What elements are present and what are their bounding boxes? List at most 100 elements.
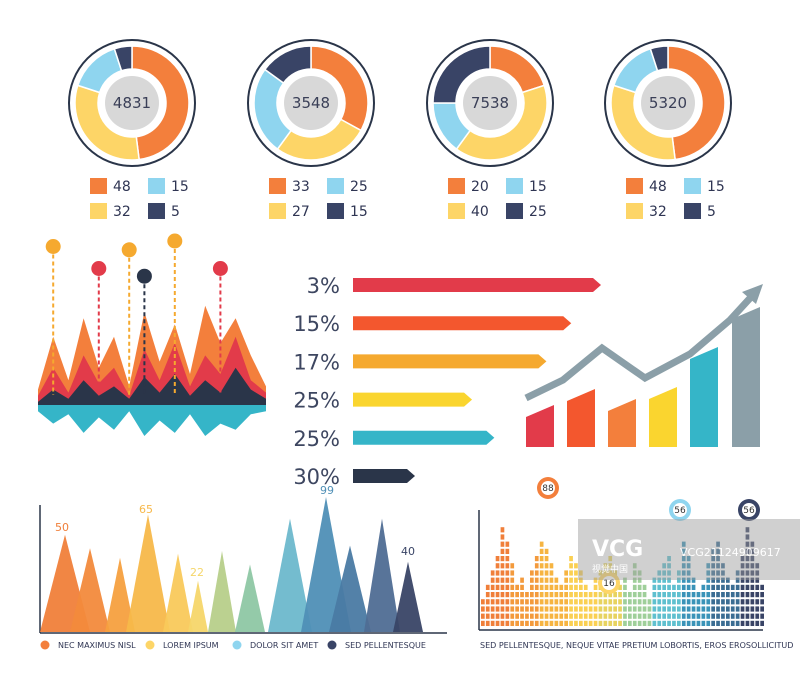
column-segment xyxy=(652,592,657,598)
column-segment xyxy=(564,577,568,583)
arrow-bar xyxy=(353,430,495,445)
legend-value: 15 xyxy=(707,179,725,195)
column-segment xyxy=(686,563,691,569)
column-segment xyxy=(637,584,642,590)
triangle-peak xyxy=(393,561,423,632)
column-segment xyxy=(485,599,490,605)
column-segment xyxy=(740,613,745,619)
column-segment xyxy=(539,592,544,598)
column-segment xyxy=(716,620,720,626)
column-segment xyxy=(613,599,617,605)
column-segment xyxy=(559,599,564,605)
arrow-bar xyxy=(353,392,473,407)
column-segment xyxy=(672,606,676,612)
peak-marker-dot xyxy=(136,268,152,284)
arrow-bar-label: 15% xyxy=(293,312,340,336)
column-segment xyxy=(711,592,715,598)
column-segment xyxy=(598,620,603,626)
column-segment xyxy=(760,613,764,619)
column-segment xyxy=(696,620,701,626)
column-segment xyxy=(711,613,715,619)
column-segment xyxy=(686,584,691,590)
column-segment xyxy=(539,606,544,612)
badge-value: 88 xyxy=(542,484,554,494)
column-segment xyxy=(745,563,750,569)
column-segment xyxy=(544,563,549,569)
donut-center-value: 5320 xyxy=(649,94,687,112)
column-segment xyxy=(495,577,500,583)
column-segment xyxy=(520,577,524,583)
column-segment xyxy=(505,584,510,590)
column-segment xyxy=(544,577,549,583)
column-segment xyxy=(701,606,706,612)
column-segment xyxy=(510,584,515,590)
peak-marker-dot xyxy=(45,239,61,254)
donut-center-disc xyxy=(641,76,695,130)
column-segment xyxy=(721,606,725,612)
column-segment xyxy=(642,606,647,612)
column-segment xyxy=(667,577,671,583)
column-segment xyxy=(696,613,701,619)
column-segment xyxy=(534,556,539,562)
column-segment xyxy=(618,613,622,619)
column-segment xyxy=(569,563,573,569)
column-segment xyxy=(539,563,544,569)
triangle-peak xyxy=(105,557,135,632)
column-segment xyxy=(750,563,755,569)
column-segment xyxy=(686,577,691,583)
column-segment xyxy=(701,599,706,605)
column-segment xyxy=(505,577,510,583)
column-segment xyxy=(539,599,544,605)
legend-value: 15 xyxy=(171,179,189,195)
column-segment xyxy=(613,613,617,619)
column-segment xyxy=(623,606,627,612)
donut-center-value: 3548 xyxy=(292,94,330,112)
column-segment xyxy=(569,570,573,576)
column-segment xyxy=(544,620,549,626)
column-segment xyxy=(677,620,681,626)
column-segment xyxy=(755,613,760,619)
column-segment xyxy=(721,620,725,626)
column-segment xyxy=(530,592,534,598)
legend-value: 33 xyxy=(292,179,310,195)
column-segment xyxy=(554,613,559,619)
column-segment xyxy=(667,570,671,576)
column-chart-caption: SED PELLENTESQUE, NEQUE VITAE PRETIUM LO… xyxy=(480,641,793,650)
column-segment xyxy=(755,620,760,626)
legend-swatch-lightblue xyxy=(148,178,165,194)
column-segment xyxy=(564,599,568,605)
column-segment xyxy=(745,548,750,554)
column-segment xyxy=(677,570,681,576)
column-segment xyxy=(652,577,657,583)
column-segment xyxy=(613,606,617,612)
column-segment xyxy=(647,613,652,619)
column-segment xyxy=(740,592,745,598)
column-segment xyxy=(672,613,676,619)
column-segment xyxy=(726,592,730,598)
column-segment xyxy=(672,584,676,590)
legend-value: 25 xyxy=(529,204,547,220)
percentage-arrow-bars: 3% 15% 17% 25% 25% 30% xyxy=(293,274,601,489)
column-segment xyxy=(755,570,760,576)
column-segment xyxy=(755,599,760,605)
column-segment xyxy=(500,613,505,619)
peak-marker-dot xyxy=(121,242,137,258)
growth-trend-line xyxy=(524,293,755,402)
column-segment xyxy=(706,584,711,590)
column-segment xyxy=(711,548,715,554)
column-segment xyxy=(691,592,696,598)
column-segment xyxy=(588,613,593,619)
badge-inner xyxy=(742,503,756,517)
column-segment xyxy=(520,620,524,626)
column-segment xyxy=(564,606,568,612)
column-segment xyxy=(554,577,559,583)
column-segment xyxy=(510,606,515,612)
column-segment xyxy=(760,584,764,590)
column-segment xyxy=(647,606,652,612)
column-segment xyxy=(721,584,725,590)
column-segment xyxy=(579,620,583,626)
column-segment xyxy=(740,556,745,562)
column-segment xyxy=(672,620,676,626)
column-segment xyxy=(500,592,505,598)
